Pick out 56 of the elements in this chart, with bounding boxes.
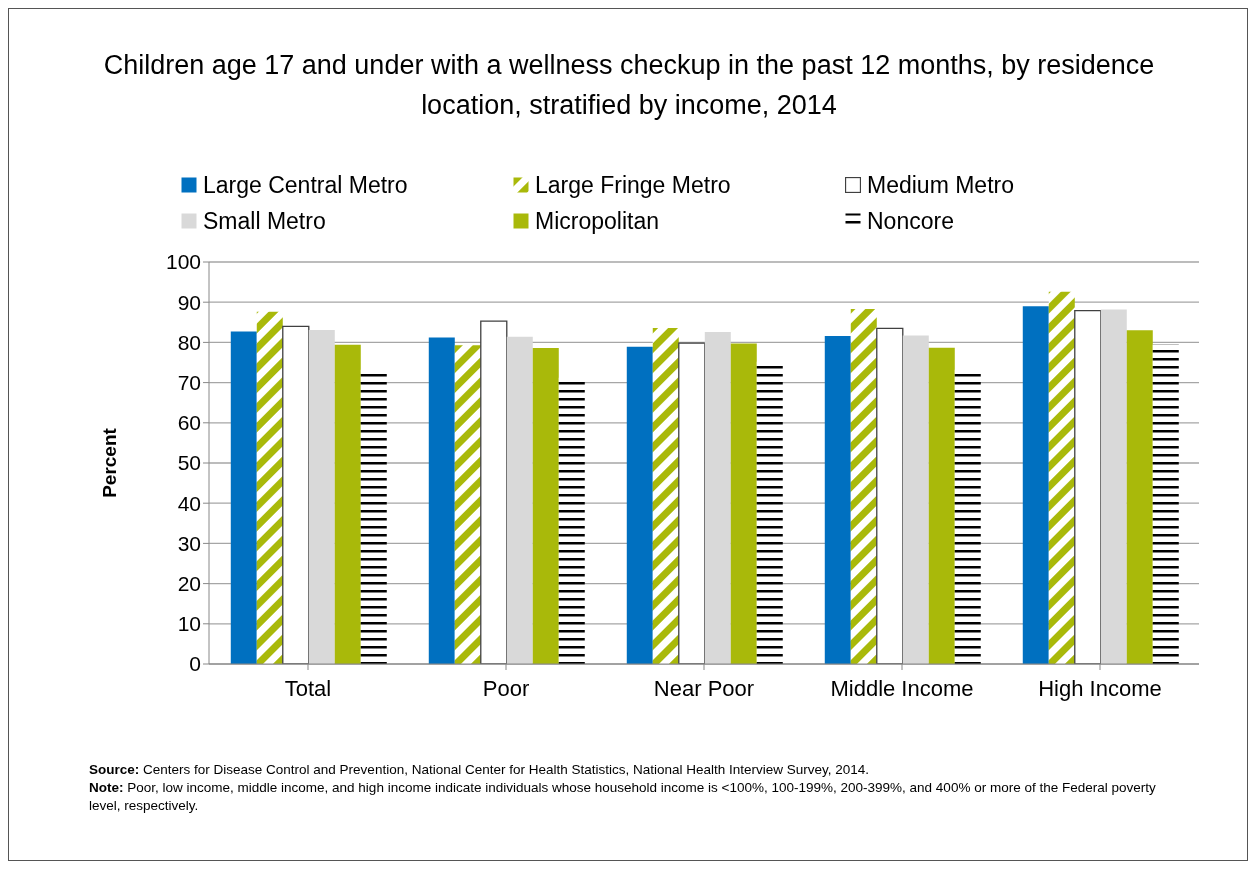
- bar: [480, 320, 508, 664]
- bar: [308, 329, 335, 664]
- legend-label: Noncore: [867, 207, 954, 235]
- bar: [282, 325, 310, 664]
- y-tick-label: 30: [177, 531, 201, 555]
- y-tick-label: 20: [177, 572, 201, 596]
- y-tick-label: 70: [177, 371, 201, 395]
- bar: [1152, 344, 1179, 664]
- bar: [256, 311, 283, 664]
- bar: [704, 331, 731, 664]
- y-tick-label: 60: [177, 411, 201, 435]
- y-tick-label: 10: [177, 612, 201, 636]
- bar: [506, 336, 533, 664]
- bar: [1074, 309, 1102, 664]
- bar: [954, 369, 981, 664]
- bar: [928, 347, 955, 664]
- chart-title: Children age 17 and under with a wellness checkup in the past 12 months, by residence location, stratified by income, 2014: [103, 50, 1155, 120]
- y-tick-label: 40: [177, 491, 201, 515]
- bar: [360, 369, 387, 664]
- legend-label: Large Fringe Metro: [535, 171, 731, 199]
- bar: [876, 327, 904, 664]
- bar: [1048, 291, 1075, 664]
- y-tick-label: 50: [177, 451, 201, 475]
- y-tick-label: 100: [165, 250, 201, 274]
- legend-label: Micropolitan: [535, 207, 659, 235]
- legend-label: Large Central Metro: [203, 171, 408, 199]
- bar: [532, 348, 559, 664]
- bar: [902, 335, 929, 664]
- text: Note: Poor, low income, middle income, and high income indicate individuals whose household income is <100%, 100-199%, 200-399%, and 400% or more of the Federal poverty level, respectively.: [89, 780, 1156, 813]
- x-tick-label: Poor: [482, 675, 530, 701]
- bar: [334, 344, 361, 664]
- x-tick-label: High Income: [1038, 675, 1162, 701]
- y-tick-label: 0: [189, 652, 201, 676]
- bar: [1022, 306, 1049, 664]
- y-axis-title: Percent: [98, 427, 120, 498]
- y-tick-label: 80: [177, 330, 201, 354]
- x-tick-label: Middle Income: [830, 675, 974, 701]
- bar: [824, 335, 851, 664]
- source-note: Source: Centers for Disease Control and Prevention, National Center for Health Statistics, National Health Interview Survey, 2014.: [89, 762, 870, 777]
- bar: [850, 309, 877, 664]
- bar: [730, 343, 757, 664]
- y-tick-label: 90: [177, 290, 201, 314]
- bar: [230, 331, 257, 664]
- x-tick-label: Total: [284, 675, 332, 701]
- bar: [652, 327, 679, 664]
- bar: [756, 361, 783, 664]
- bar: [626, 346, 653, 664]
- bar: [678, 342, 706, 664]
- legend-label: Medium Metro: [867, 171, 1014, 199]
- bar: [1100, 309, 1127, 664]
- bar: [454, 345, 481, 664]
- bar: [428, 337, 455, 664]
- bar: [558, 377, 585, 664]
- x-tick-label: Near Poor: [653, 675, 755, 701]
- legend-label: Small Metro: [203, 207, 326, 235]
- bar: [1126, 330, 1153, 664]
